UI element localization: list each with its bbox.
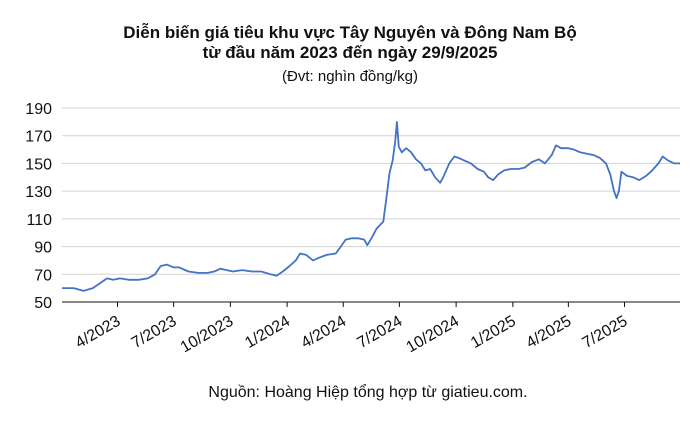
y-tick-label: 130	[25, 184, 52, 201]
chart-title-line-2: từ đầu năm 2023 đến ngày 29/9/2025	[203, 43, 498, 62]
x-tick-label: 4/2023	[73, 313, 124, 352]
x-tick-label: 1/2025	[468, 313, 519, 352]
y-tick-label: 170	[25, 129, 52, 146]
x-tick-label: 10/2023	[178, 313, 237, 357]
x-tick-label: 7/2023	[129, 313, 180, 352]
chart-title-line-1: Diễn biến giá tiêu khu vực Tây Nguyên và…	[123, 23, 576, 42]
y-tick-label: 70	[34, 267, 52, 284]
series-layer	[62, 121, 680, 292]
y-tick-label: 110	[26, 212, 52, 229]
x-tick-label: 4/2025	[523, 313, 574, 352]
chart-source: Nguồn: Hoàng Hiệp tổng hợp từ giatieu.co…	[208, 383, 527, 401]
x-tick-label: 1/2024	[242, 313, 293, 352]
x-tick-label: 10/2024	[404, 313, 463, 357]
x-tick-label: 7/2024	[354, 313, 405, 352]
y-axis-ticks: 50 70 90 110 130 150 170 190	[25, 101, 52, 312]
y-tick-label: 90	[34, 240, 52, 257]
y-tick-label: 50	[34, 295, 52, 312]
price-series-line	[62, 121, 680, 292]
grid-layer	[62, 107, 680, 275]
x-tick-label: 4/2024	[298, 313, 349, 352]
chart-subtitle: (Đvt: nghìn đồng/kg)	[282, 68, 418, 85]
y-tick-label: 190	[25, 101, 52, 118]
y-tick-label: 150	[25, 156, 52, 173]
x-tick-label: 7/2025	[580, 313, 631, 352]
